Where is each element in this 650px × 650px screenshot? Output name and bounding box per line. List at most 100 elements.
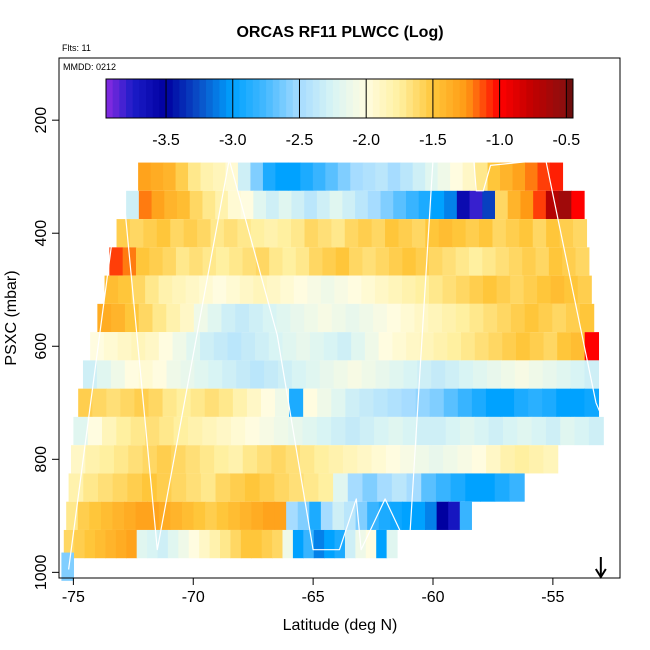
colorbar-segment xyxy=(252,79,260,118)
heatmap-cell xyxy=(570,332,586,361)
heatmap-cell xyxy=(502,332,517,361)
y-axis-label: PSXC (mbar) xyxy=(3,270,20,365)
colorbar-segment xyxy=(132,79,140,118)
heatmap-cell xyxy=(105,529,117,559)
heatmap-cell xyxy=(445,416,461,446)
heatmap-cell xyxy=(556,388,571,417)
heatmap-cell xyxy=(556,360,572,389)
heatmap-cell xyxy=(273,416,289,446)
heatmap-cell xyxy=(237,162,252,191)
heatmap-cell xyxy=(549,162,564,191)
heatmap-cell xyxy=(274,473,290,502)
heatmap-cell xyxy=(304,303,319,333)
heatmap-cell xyxy=(367,190,382,220)
colorbar-segment xyxy=(219,79,227,118)
heatmap-cell xyxy=(411,219,426,248)
heatmap-cell xyxy=(510,303,526,333)
heatmap-cell xyxy=(579,303,595,333)
heatmap-cell xyxy=(415,275,430,304)
colorbar-segment xyxy=(432,79,441,118)
heatmap-cell xyxy=(443,388,459,417)
heatmap-cell xyxy=(163,162,177,191)
heatmap-cell xyxy=(388,416,404,446)
heatmap-cell xyxy=(90,332,105,361)
heatmap-cell xyxy=(557,332,572,361)
heatmap-cell xyxy=(190,388,206,417)
heatmap-cell xyxy=(304,190,318,220)
heatmap-cell xyxy=(428,445,444,474)
heatmap-cell xyxy=(473,360,488,389)
heatmap-cell xyxy=(170,501,183,530)
heatmap-cell xyxy=(414,303,429,333)
colorbar-segment xyxy=(232,79,240,118)
heatmap-cell xyxy=(112,501,125,530)
heatmap-cell xyxy=(291,360,307,389)
colorbar-segment xyxy=(146,79,154,118)
heatmap-cell xyxy=(104,275,119,304)
heatmap-cell xyxy=(145,332,160,361)
heatmap-cell xyxy=(178,529,190,559)
heatmap-cell xyxy=(264,360,279,389)
colorbar-segment xyxy=(112,79,120,118)
heatmap-cell xyxy=(387,162,401,191)
heatmap-cell xyxy=(431,190,445,220)
heatmap-cell xyxy=(303,529,315,559)
heatmap-cell xyxy=(257,445,272,474)
heatmap-cell xyxy=(300,162,314,191)
heatmap-cell xyxy=(496,275,511,304)
colorbar-segment xyxy=(426,79,434,118)
heatmap-cell xyxy=(215,473,231,502)
heatmap-cell xyxy=(475,162,489,191)
heatmap-cell xyxy=(524,303,540,333)
heatmap-cell xyxy=(304,219,319,248)
heatmap-cell xyxy=(522,247,537,276)
heatmap-cell xyxy=(63,529,75,559)
colorbar-tick-label: -3.5 xyxy=(152,132,180,149)
heatmap-cell xyxy=(162,247,177,276)
heatmap-cell xyxy=(355,190,369,220)
heatmap-cell xyxy=(400,445,416,474)
heatmap-cell xyxy=(577,275,592,304)
heatmap-cell xyxy=(172,332,187,361)
colorbar-segment xyxy=(312,79,320,118)
heatmap-cell xyxy=(374,275,390,304)
heatmap-cell xyxy=(291,219,306,248)
heatmap-cell xyxy=(207,303,223,333)
heatmap-cell xyxy=(136,529,148,559)
heatmap-cell xyxy=(266,275,281,304)
heatmap-cell xyxy=(389,247,403,276)
colorbar-segment xyxy=(299,79,307,118)
heatmap-cell xyxy=(148,388,164,417)
heatmap-cell xyxy=(361,275,376,304)
heatmap-cell xyxy=(371,445,387,474)
heatmap-cell xyxy=(250,162,264,191)
heatmap-cell xyxy=(261,529,273,559)
heatmap-cell xyxy=(514,360,530,389)
heatmap-cell xyxy=(216,501,229,530)
heatmap-cell xyxy=(351,332,366,361)
heatmap-cell xyxy=(289,388,304,417)
colorbar-segment xyxy=(532,79,541,118)
colorbar-segment xyxy=(226,79,234,118)
heatmap-cell xyxy=(186,473,202,502)
heatmap-cell xyxy=(431,360,446,389)
heatmap-cell xyxy=(208,360,223,389)
heatmap-cell xyxy=(171,473,187,502)
heatmap-cell xyxy=(126,190,140,220)
heatmap-cell xyxy=(425,501,438,530)
colorbar-tick-label: -0.5 xyxy=(553,132,581,149)
heatmap-cell xyxy=(510,275,525,304)
heatmap-cell xyxy=(241,332,256,361)
heatmap-cell xyxy=(482,190,496,220)
colorbar-segment xyxy=(192,79,200,118)
heatmap-cell xyxy=(138,162,152,191)
heatmap-cell xyxy=(429,247,443,276)
colorbar-segment xyxy=(106,79,114,118)
heatmap-cell xyxy=(367,501,380,530)
heatmap-cell xyxy=(215,190,229,220)
heatmap-cell xyxy=(480,473,496,502)
heatmap-cell xyxy=(380,190,394,220)
heatmap-cell xyxy=(245,416,261,446)
heatmap-cell xyxy=(436,501,449,530)
